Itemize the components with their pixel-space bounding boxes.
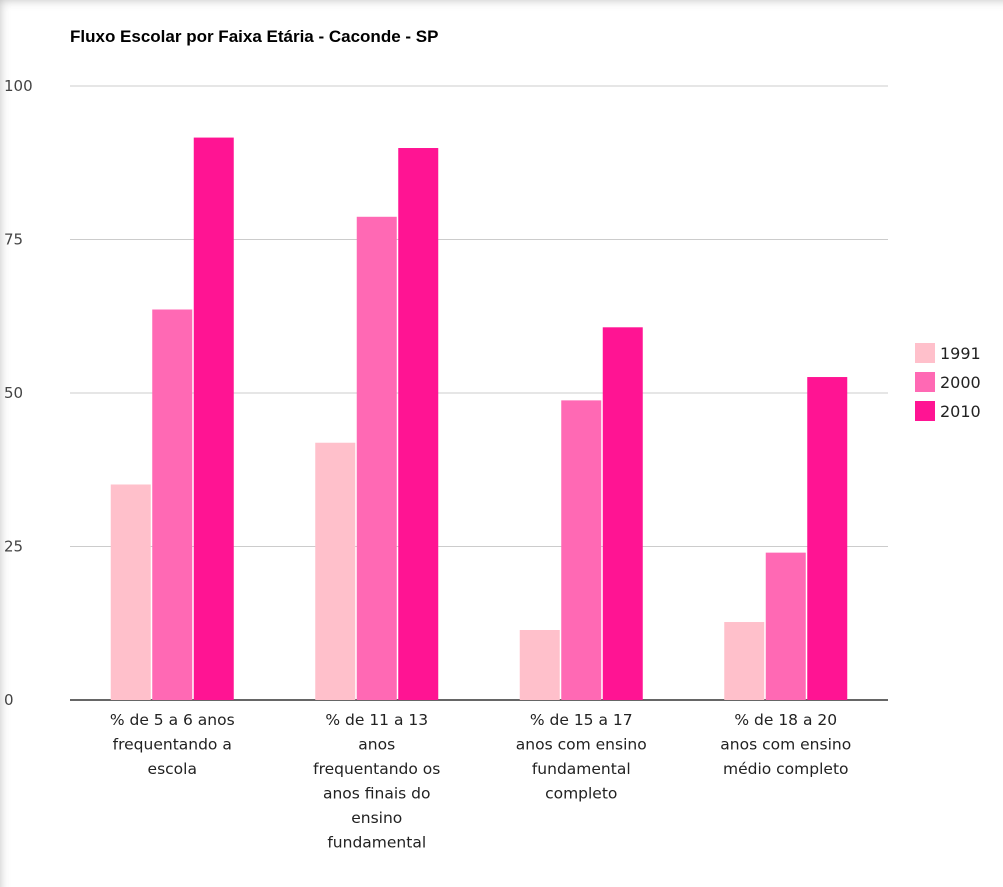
legend-swatch-2010 (915, 401, 935, 421)
x-category-label-line: % de 15 a 17 (530, 711, 633, 729)
gridlines (70, 85, 888, 701)
x-category-label-line: médio completo (723, 760, 849, 778)
bar-2010-cat-3 (602, 327, 643, 700)
bar-1991-cat-3 (519, 630, 560, 700)
legend-swatch-1991 (915, 343, 935, 363)
x-category-label: % de 18 a 20 anos com ensino médio complet… (720, 711, 851, 778)
bar-2000-cat-1 (152, 309, 193, 700)
bar-2010-cat-1 (193, 137, 234, 701)
bars (110, 137, 848, 701)
x-axis-labels: % de 5 a 6 anos frequentando a escola% de … (110, 711, 851, 852)
x-category-label-line: frequentando a (113, 736, 232, 754)
y-tick-label: 25 (4, 538, 23, 556)
x-category-label-line: % de 11 a 13 (325, 711, 428, 729)
x-category-label-line: ensino (351, 809, 402, 827)
y-tick-label: 50 (4, 384, 23, 402)
bar-2000-cat-3 (561, 400, 602, 700)
y-tick-label: 100 (4, 77, 33, 95)
x-category-label-line: escola (148, 760, 197, 778)
x-category-label-line: fundamental (532, 760, 631, 778)
x-category-label-line: anos finais do (323, 785, 431, 803)
x-category-label-line: % de 5 a 6 anos (110, 711, 235, 729)
x-category-label-line: anos com ensino (516, 736, 647, 754)
legend: 1991 2000 2010 (915, 343, 981, 421)
x-category-label-line: fundamental (327, 834, 426, 852)
y-tick-label: 75 (4, 231, 23, 249)
bar-2000-cat-2 (356, 216, 397, 701)
x-category-label: % de 5 a 6 anos frequentando a escola (110, 711, 235, 778)
x-category-label: % de 15 a 17 anos com ensino fundamental co… (516, 711, 647, 803)
bar-1991-cat-4 (724, 622, 765, 700)
y-axis-ticks: 0 25 50 75 100 (4, 77, 33, 709)
legend-label-2000: 2000 (940, 373, 981, 392)
y-tick-label: 0 (4, 691, 14, 709)
chart-title: Fluxo Escolar por Faixa Etária - Caconde… (70, 27, 438, 46)
bar-1991-cat-1 (110, 484, 151, 700)
bar-2010-cat-4 (807, 377, 848, 700)
x-category-label: % de 11 a 13 anos frequentando os anos fina… (313, 711, 440, 852)
x-category-label-line: anos com ensino (720, 736, 851, 754)
bar-1991-cat-2 (315, 442, 356, 700)
bar-2010-cat-2 (398, 148, 439, 700)
bar-2000-cat-4 (765, 552, 806, 700)
legend-swatch-2000 (915, 372, 935, 392)
x-category-label-line: completo (545, 785, 617, 803)
x-category-label-line: anos (358, 736, 395, 754)
x-category-label-line: % de 18 a 20 (734, 711, 837, 729)
x-category-label-line: frequentando os (313, 760, 440, 778)
legend-label-2010: 2010 (940, 402, 981, 421)
legend-label-1991: 1991 (940, 344, 981, 363)
